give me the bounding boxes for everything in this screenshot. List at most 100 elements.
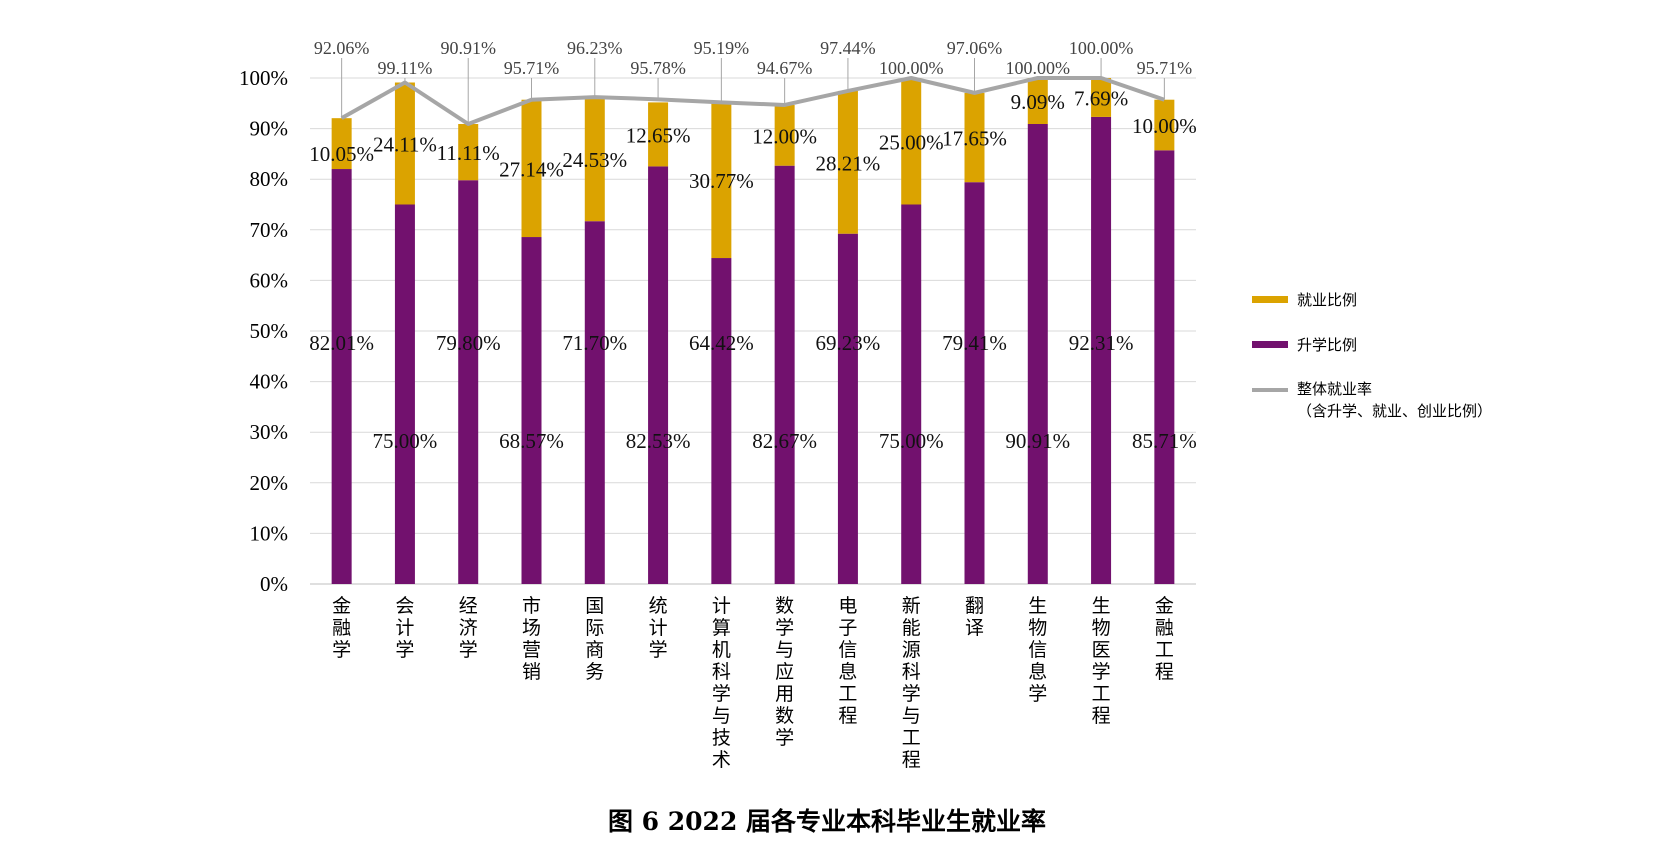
- legend: 就业比例 升学比例 整体就业率 （含升学、就业、创业比例）: [1252, 291, 1492, 420]
- bar-employment: [1091, 78, 1112, 117]
- x-axis-categories: 金融学 会计学 经济学 市场营销 国际商务 统计学 计算机科学与技术 数学与应用数学 电子信息工…: [332, 595, 1174, 771]
- category-label: 数学与应用数学: [775, 595, 794, 749]
- bar-employment: [458, 123, 479, 181]
- data-label-further-study: 64.42%: [689, 331, 754, 355]
- data-label-overall-rate: 94.67%: [757, 58, 813, 78]
- data-label-further-study: 79.80%: [436, 331, 501, 355]
- bar-further-study: [584, 221, 605, 584]
- data-label-overall-rate: 96.23%: [567, 38, 623, 58]
- data-label-further-study: 69.23%: [816, 331, 881, 355]
- y-tick-label: 60%: [250, 268, 289, 292]
- category-label: 金融工程: [1155, 595, 1174, 683]
- data-label-employment: 27.14%: [499, 157, 564, 181]
- y-tick-label: 70%: [250, 218, 289, 242]
- data-label-employment: 10.00%: [1132, 114, 1197, 138]
- data-label-overall-rate: 100.00%: [879, 58, 944, 78]
- bar-further-study: [521, 237, 542, 584]
- legend-swatch-employment: [1252, 296, 1288, 303]
- bar-further-study: [1154, 150, 1175, 584]
- overall-rate-line: [340, 58, 1166, 126]
- bar-employment: [964, 92, 985, 183]
- legend-label-overall: 整体就业率: [1297, 380, 1372, 398]
- bar-further-study: [394, 204, 415, 584]
- data-label-overall-rate: 99.11%: [378, 58, 433, 78]
- legend-label-further-study: 升学比例: [1297, 336, 1357, 354]
- bar-further-study: [458, 180, 479, 584]
- data-label-further-study: 79.41%: [942, 331, 1007, 355]
- bar-employment: [394, 82, 415, 205]
- bar-further-study: [711, 258, 732, 584]
- bar-further-study: [648, 166, 669, 584]
- data-label-further-study: 68.57%: [499, 429, 564, 453]
- bar-employment: [648, 102, 669, 167]
- category-label: 生物医学工程: [1092, 595, 1111, 727]
- bar-employment: [521, 99, 542, 238]
- category-label: 国际商务: [585, 595, 604, 683]
- data-label-overall-rate: 97.06%: [947, 38, 1003, 58]
- category-label: 市场营销: [522, 595, 541, 683]
- bar-employment: [901, 78, 922, 205]
- data-label-overall-rate: 90.91%: [440, 38, 496, 58]
- data-label-further-study: 75.00%: [879, 429, 944, 453]
- category-label: 经济学: [459, 595, 478, 661]
- y-tick-label: 100%: [239, 66, 288, 90]
- data-label-overall-rate: 92.06%: [314, 38, 370, 58]
- y-axis: 0% 10% 20% 30% 40% 50% 60% 70% 80% 90% 100%: [239, 66, 288, 596]
- category-label: 新能源科学与工程: [902, 595, 921, 771]
- overall-rate-polyline: [340, 76, 1166, 126]
- data-labels: 82.01% 10.05% 75.00% 24.11% 79.80% 11.11% 68.5…: [309, 38, 1196, 453]
- data-label-overall-rate: 100.00%: [1006, 58, 1071, 78]
- data-label-employment: 12.65%: [626, 123, 691, 147]
- bars: [331, 78, 1175, 585]
- data-label-further-study: 75.00%: [373, 429, 438, 453]
- data-label-employment: 24.53%: [562, 148, 627, 172]
- y-tick-label: 30%: [250, 420, 289, 444]
- data-label-overall-rate: 100.00%: [1069, 38, 1134, 58]
- data-label-further-study: 92.31%: [1069, 331, 1134, 355]
- y-tick-label: 20%: [250, 471, 289, 495]
- bar-further-study: [901, 204, 922, 584]
- bar-further-study: [964, 182, 985, 584]
- legend-label-employment: 就业比例: [1297, 291, 1357, 309]
- y-tick-label: 90%: [250, 117, 289, 141]
- data-label-employment: 11.11%: [437, 141, 500, 165]
- bar-further-study: [1091, 116, 1112, 584]
- data-label-employment: 7.69%: [1074, 86, 1128, 110]
- data-label-further-study: 82.53%: [626, 429, 691, 453]
- bar-employment: [774, 104, 795, 166]
- data-label-further-study: 90.91%: [1005, 429, 1070, 453]
- bar-employment: [711, 102, 732, 259]
- category-label: 生物信息学: [1028, 595, 1047, 705]
- bar-further-study: [774, 165, 795, 584]
- data-label-overall-rate: 95.71%: [1137, 58, 1193, 78]
- data-label-employment: 12.00%: [752, 124, 817, 148]
- data-label-employment: 10.05%: [309, 142, 374, 166]
- y-tick-label: 10%: [250, 521, 289, 545]
- category-label: 翻译: [965, 595, 984, 639]
- bar-further-study: [331, 169, 352, 584]
- chart-caption: 图 6 2022 届各专业本科毕业生就业率: [608, 807, 1046, 836]
- data-label-further-study: 71.70%: [562, 331, 627, 355]
- data-label-employment: 9.09%: [1011, 90, 1065, 114]
- legend-swatch-further-study: [1252, 341, 1288, 348]
- bar-further-study: [837, 233, 858, 584]
- data-label-further-study: 85.71%: [1132, 429, 1197, 453]
- gridlines: [310, 77, 1196, 585]
- y-tick-label: 50%: [250, 319, 289, 343]
- y-tick-label: 0%: [260, 572, 288, 596]
- bar-employment: [584, 97, 605, 222]
- bar-employment: [1027, 78, 1048, 124]
- bar-employment: [1154, 99, 1175, 151]
- data-label-employment: 24.11%: [373, 133, 437, 157]
- data-label-overall-rate: 95.19%: [694, 38, 750, 58]
- data-label-further-study: 82.67%: [752, 429, 817, 453]
- category-label: 会计学: [395, 595, 414, 661]
- data-label-employment: 25.00%: [879, 130, 944, 154]
- category-label: 统计学: [649, 595, 668, 661]
- data-label-employment: 28.21%: [816, 151, 881, 175]
- data-label-overall-rate: 95.71%: [504, 58, 560, 78]
- bar-employment: [331, 118, 352, 170]
- data-label-employment: 30.77%: [689, 169, 754, 193]
- data-label-further-study: 82.01%: [309, 331, 374, 355]
